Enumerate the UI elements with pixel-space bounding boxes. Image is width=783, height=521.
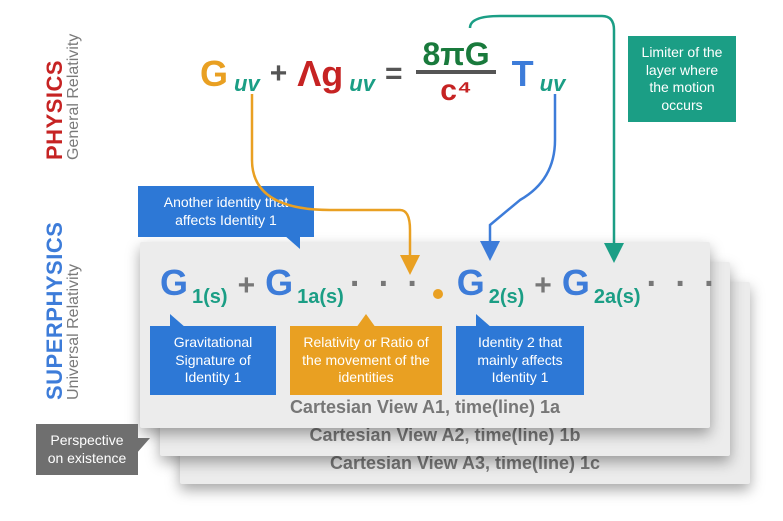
panel-2-label: Cartesian View A2, time(line) 1b [160, 425, 730, 446]
ratio-dot [433, 289, 443, 299]
physics-subtitle: General Relativity [66, 34, 82, 160]
callout-perspective-text: Perspective on existence [48, 432, 127, 466]
callout-limiter: Limiter of the layer where the motion oc… [628, 36, 736, 122]
g2-sub: 2(s) [489, 286, 525, 309]
callout-identity2: Identity 2 that mainly affects Identity … [456, 326, 584, 395]
callout-grav-signature-text: Gravitational Signature of Identity 1 [174, 334, 253, 385]
dots-2: · · · [647, 265, 720, 304]
g2: G [457, 262, 485, 304]
panel-1-label: Cartesian View A1, time(line) 1a [140, 397, 710, 418]
callout-grav-signature: Gravitational Signature of Identity 1 [150, 326, 276, 395]
eq-Lambda-g: Λg [297, 53, 343, 95]
eq-frac-den: c⁴ [440, 74, 472, 106]
g1-sub: 1(s) [192, 286, 228, 309]
physics-title: PHYSICS [44, 34, 66, 160]
callout-relativity-ratio: Relativity or Ratio of the movement of t… [290, 326, 442, 395]
g-series: G 1(s) + G 1a(s) · · · G 2(s) + G 2a(s) … [160, 262, 721, 304]
callout-another-identity-text: Another identity that affects Identity 1 [164, 194, 289, 228]
callout-another-identity: Another identity that affects Identity 1 [138, 186, 314, 237]
g2a: G [562, 262, 590, 304]
eq-T: T [512, 53, 534, 95]
eq-G: G [200, 53, 228, 95]
callout-perspective: Perspective on existence [36, 424, 138, 475]
g1: G [160, 262, 188, 304]
g1a: G [265, 262, 293, 304]
callout-identity2-text: Identity 2 that mainly affects Identity … [477, 334, 562, 385]
callout-limiter-text: Limiter of the layer where the motion oc… [642, 44, 723, 113]
eq-frac-num: 8πG [416, 38, 495, 74]
dots-1: · · · [350, 265, 423, 304]
g-plus-2: + [534, 269, 552, 303]
eq-equals: = [385, 57, 403, 91]
panel-3-label: Cartesian View A3, time(line) 1c [180, 453, 750, 474]
eq-plus: + [270, 57, 288, 91]
einstein-equation: G uv + Λg uv = 8πG c⁴ T uv [200, 40, 565, 108]
superphysics-label-group: SUPERPHYSICS Universal Relativity [44, 222, 82, 400]
g2a-sub: 2a(s) [594, 286, 641, 309]
g-plus-1: + [238, 269, 256, 303]
eq-T-sub: uv [540, 71, 566, 97]
callout-relativity-ratio-text: Relativity or Ratio of the movement of t… [302, 334, 430, 385]
superphysics-subtitle: Universal Relativity [66, 222, 82, 400]
eq-Lambda-g-sub: uv [349, 71, 375, 97]
eq-G-sub: uv [234, 71, 260, 97]
g1a-sub: 1a(s) [297, 286, 344, 309]
connector-blue [490, 94, 555, 256]
eq-fraction: 8πG c⁴ [416, 38, 495, 106]
physics-label-group: PHYSICS General Relativity [44, 34, 82, 160]
superphysics-title: SUPERPHYSICS [44, 222, 66, 400]
